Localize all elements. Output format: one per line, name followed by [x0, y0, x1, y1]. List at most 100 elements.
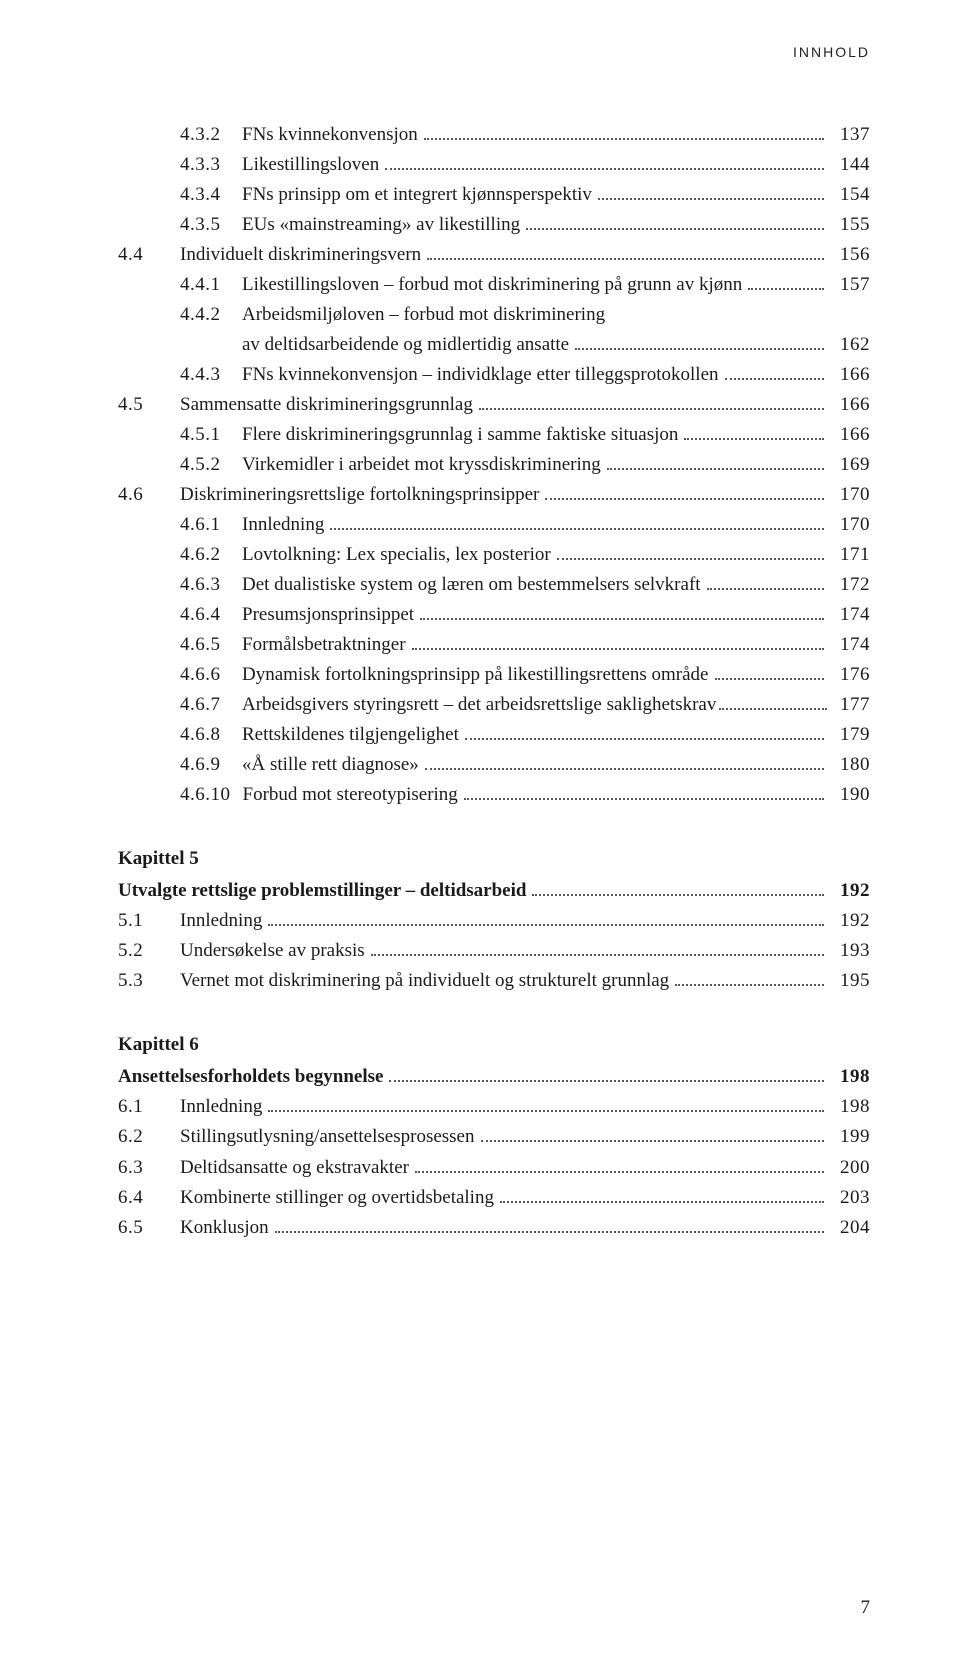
toc-entry: 4.3.4FNs prinsipp om et integrert kjønns… — [180, 180, 870, 210]
toc-entry: 6.5Konklusjon204 — [118, 1213, 870, 1243]
toc-entry-number: 4.3.2 — [180, 120, 242, 150]
chapter-title: Utvalgte rettslige problemstillinger – d… — [118, 876, 526, 906]
toc-leader — [557, 545, 824, 560]
toc-leader — [707, 575, 824, 590]
toc-leader — [389, 1067, 824, 1082]
toc-leader — [545, 485, 824, 500]
toc-leader — [575, 335, 824, 350]
toc-leader — [715, 665, 825, 680]
toc-entry-title: Sammensatte diskrimineringsgrunnlag — [180, 390, 473, 420]
toc-entry-page: 195 — [830, 966, 870, 996]
toc-leader — [424, 125, 824, 140]
toc-entry-page: 180 — [830, 750, 870, 780]
running-head: INNHOLD — [793, 44, 870, 60]
toc-entry-page: 177 — [830, 690, 870, 720]
toc-entry-number: 4.4.3 — [180, 360, 242, 390]
toc-entry-number: 4.6.7 — [180, 690, 242, 720]
toc-entry-number: 6.1 — [118, 1092, 180, 1122]
toc-entry: 4.4Individuelt diskrimineringsvern156 — [118, 240, 870, 270]
toc-entry-page: 137 — [830, 120, 870, 150]
toc-entry-page: 193 — [830, 936, 870, 966]
toc-entry-title: Det dualistiske system og læren om beste… — [242, 570, 701, 600]
toc-entry-number: 4.3.5 — [180, 210, 242, 240]
toc-entry-number: 4.6.10 — [180, 780, 243, 810]
toc-entry-number: 5.2 — [118, 936, 180, 966]
toc-entry-page: 171 — [830, 540, 870, 570]
toc-entry-number: 4.5 — [118, 390, 180, 420]
toc-entry-title: Lovtolkning: Lex specialis, lex posterio… — [242, 540, 551, 570]
toc-entry-number: 4.3.3 — [180, 150, 242, 180]
toc-entry-title: Deltidsansatte og ekstravakter — [180, 1153, 409, 1183]
toc-entry: 6.2Stillingsutlysning/ansettelsesprosess… — [118, 1122, 870, 1152]
toc-leader — [675, 971, 824, 986]
toc-entry-page: 170 — [830, 510, 870, 540]
toc-entry: 4.6.9«Å stille rett diagnose»180 — [180, 750, 870, 780]
toc-entry: 4.6.4Presumsjonsprinsippet174 — [180, 600, 870, 630]
toc-entry-page: 179 — [830, 720, 870, 750]
toc-entry-title: Likestillingsloven – forbud mot diskrimi… — [242, 270, 742, 300]
toc-entry-title: Stillingsutlysning/ansettelsesprosessen — [180, 1122, 475, 1152]
toc-entry-title: Likestillingsloven — [242, 150, 379, 180]
toc-leader — [684, 425, 824, 440]
toc-entry-title: Vernet mot diskriminering på individuelt… — [180, 966, 669, 996]
toc-entry: 4.6.5Formålsbetraktninger174 — [180, 630, 870, 660]
toc-leader — [420, 605, 824, 620]
toc-entry-title: FNs kvinnekonvensjon – individklage ette… — [242, 360, 719, 390]
toc-entry-title: Innledning — [242, 510, 324, 540]
toc-entry: 4.3.5EUs «mainstreaming» av likestilling… — [180, 210, 870, 240]
toc-entry: 4.4.3FNs kvinnekonvensjon – individklage… — [180, 360, 870, 390]
toc-entry-number: 5.1 — [118, 906, 180, 936]
chapter-title-row: Ansettelsesforholdets begynnelse198 — [118, 1062, 870, 1092]
page-number: 7 — [861, 1597, 871, 1619]
toc-leader — [330, 515, 824, 530]
toc-entry-number: 6.5 — [118, 1213, 180, 1243]
toc-leader — [464, 785, 824, 800]
toc-entry-page: 174 — [830, 630, 870, 660]
toc-entry-number: 6.4 — [118, 1183, 180, 1213]
toc-entry-title: Formålsbetraktninger — [242, 630, 406, 660]
toc-entry: 4.6.3Det dualistiske system og læren om … — [180, 570, 870, 600]
toc-entry-page: 144 — [830, 150, 870, 180]
toc-entry-page: 192 — [830, 906, 870, 936]
toc-entry: 5.1Innledning192 — [118, 906, 870, 936]
toc-entry-number: 4.4 — [118, 240, 180, 270]
chapter-page: 192 — [830, 876, 870, 906]
toc-entry-title: Arbeidsmiljøloven – forbud mot diskrimin… — [242, 300, 605, 330]
toc-entry-page: 203 — [830, 1183, 870, 1213]
toc-entry-number: 4.4.2 — [180, 300, 242, 330]
toc-entry-title: Dynamisk fortolkningsprinsipp på likesti… — [242, 660, 709, 690]
toc-entry-title: Presumsjonsprinsippet — [242, 600, 414, 630]
toc-leader — [385, 155, 824, 170]
toc-entry-number: 4.6.4 — [180, 600, 242, 630]
toc-leader — [412, 635, 824, 650]
toc-entry: 4.3.3Likestillingsloven 144 — [180, 150, 870, 180]
toc-entry-page: 157 — [830, 270, 870, 300]
toc-entry-title-cont: av deltidsarbeidende og midlertidig ansa… — [242, 330, 569, 360]
toc-entry-number: 4.6.3 — [180, 570, 242, 600]
chapter-block: Kapittel 6Ansettelsesforholdets begynnel… — [118, 1030, 870, 1242]
toc-entry-page: 204 — [830, 1213, 870, 1243]
toc-entry: 6.4Kombinerte stillinger og overtidsbeta… — [118, 1183, 870, 1213]
toc-entry-number: 4.4.1 — [180, 270, 242, 300]
toc-entry-page: 155 — [830, 210, 870, 240]
toc-entry-number: 4.6.8 — [180, 720, 242, 750]
toc-entry: 4.6.1Innledning170 — [180, 510, 870, 540]
toc-entry: 4.4.2Arbeidsmiljøloven – forbud mot disk… — [180, 300, 870, 330]
toc-entry-number: 4.5.2 — [180, 450, 242, 480]
toc-entry-title: Flere diskrimineringsgrunnlag i samme fa… — [242, 420, 678, 450]
toc-entry-title: Undersøkelse av praksis — [180, 936, 365, 966]
toc-entry-title: EUs «mainstreaming» av likestilling — [242, 210, 520, 240]
toc-leader — [607, 455, 824, 470]
toc-leader — [427, 245, 824, 260]
toc-entry-title: Virkemidler i arbeidet mot kryssdiskrimi… — [242, 450, 601, 480]
toc-entry-number: 4.6.9 — [180, 750, 242, 780]
chapter-title: Ansettelsesforholdets begynnelse — [118, 1062, 383, 1092]
toc-leader — [268, 911, 824, 926]
toc-leader — [532, 881, 824, 896]
toc-leader — [719, 695, 827, 710]
toc-entry-number: 4.6.6 — [180, 660, 242, 690]
toc-entry-page: 198 — [830, 1092, 870, 1122]
toc-entry: 4.5.1Flere diskrimineringsgrunnlag i sam… — [180, 420, 870, 450]
toc-entry: 4.6.10Forbud mot stereotypisering190 — [180, 780, 870, 810]
toc-entry: 6.1Innledning198 — [118, 1092, 870, 1122]
